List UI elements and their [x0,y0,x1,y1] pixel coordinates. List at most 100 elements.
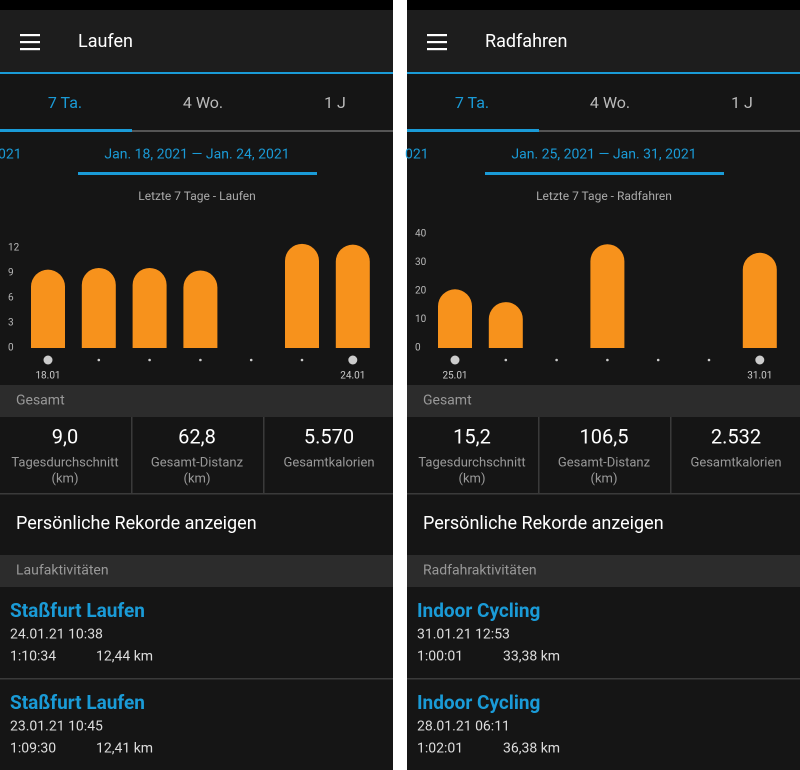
bar [590,244,625,348]
accent-line [0,72,393,74]
tab-divider [407,130,800,132]
tab[interactable]: 4 Wo. [183,93,223,112]
day-dot [504,358,508,362]
tab[interactable]: 1 J [731,93,753,112]
date-underline [78,172,317,175]
stat-value: 106,5 [580,424,629,448]
y-tick-label: 40 [415,229,427,240]
menu-icon-line[interactable] [427,48,447,51]
y-tick-label: 6 [8,293,14,304]
bar [335,244,370,348]
tab[interactable]: 7 Ta. [455,93,489,112]
day-dot [707,358,711,362]
activity-datetime: 24.01.21 10:38 [10,627,103,643]
bar [81,268,116,348]
day-dot [656,358,660,362]
y-tick-label: 3 [8,318,14,329]
activity-name[interactable]: Indoor Cycling [417,691,540,714]
day-dot [555,358,558,362]
day-dot [97,358,101,362]
tab[interactable]: 7 Ta. [48,93,82,112]
screen: Radfahren 7 Ta. 4 Wo. 1 J 021 Jan. 25, 2021 —… [405,0,800,770]
activity-datetime: 28.01.21 06:11 [417,719,510,735]
x-tick-label: 24.01 [340,371,365,382]
bar [183,270,218,348]
stat-divider [538,417,540,493]
activity-datetime: 31.01.21 12:53 [417,627,510,643]
stat-value: 15,2 [453,424,491,448]
date-underline [485,172,724,175]
day-dot [450,355,460,365]
section-band [407,385,800,417]
y-tick-label: 20 [415,286,427,297]
stat-label: Gesamt-Distanz [151,455,244,470]
tab-indicator [407,129,539,132]
stat-divider [263,417,265,493]
prev-date[interactable]: 021 [0,147,22,163]
activity-name[interactable]: Staßfurt Laufen [10,599,145,622]
activity-name[interactable]: Indoor Cycling [417,599,540,622]
activity-distance: 12,41 km [96,741,153,757]
date-range[interactable]: Jan. 25, 2021 — Jan. 31, 2021 [511,147,696,163]
bar [285,243,319,348]
menu-icon-line[interactable] [20,41,40,44]
y-tick-label: 0 [8,343,14,354]
section-title: Gesamt [423,393,472,409]
tab[interactable]: 4 Wo. [590,93,630,112]
section-band [407,555,800,587]
day-dot [755,355,765,365]
stat-value: 5.570 [304,424,354,448]
day-dot [148,358,151,362]
day-dot [606,358,609,362]
records-link[interactable]: Persönliche Rekorde anzeigen [16,513,257,534]
menu-icon-line[interactable] [20,34,40,37]
stat-value: 2.532 [711,424,761,448]
activity-distance: 36,38 km [503,741,560,757]
accent-line [407,72,800,74]
menu-icon-line[interactable] [20,48,40,51]
divider [0,678,393,680]
stat-label: Tagesdurchschnitt [11,455,118,470]
menu-icon-line[interactable] [427,34,447,37]
bar [31,269,65,348]
y-tick-label: 30 [415,257,427,268]
x-tick-label: 31.01 [747,371,772,382]
date-range[interactable]: Jan. 18, 2021 — Jan. 24, 2021 [104,147,289,163]
app-title: Radfahren [485,31,567,52]
stat-unit: (km) [184,471,211,486]
divider [407,493,800,495]
activity-duration: 1:00:01 [417,649,463,665]
activity-name[interactable]: Staßfurt Laufen [10,691,145,714]
x-tick-label: 18.01 [35,371,60,382]
activity-duration: 1:10:34 [10,649,56,665]
activity-datetime: 23.01.21 10:45 [10,719,103,735]
stat-label: Gesamtkalorien [690,455,781,470]
day-dot [348,355,358,365]
app-bar [407,10,800,72]
chart-title: Letzte 7 Tage - Radfahren [536,189,672,203]
divider [407,678,800,680]
section-title: Gesamt [16,393,65,409]
section-title: Radfahraktivitäten [423,563,537,579]
tab-divider [0,130,393,132]
divider [0,493,393,495]
tab-indicator [0,129,132,132]
tab[interactable]: 1 J [324,93,346,112]
y-tick-label: 9 [8,268,14,279]
app-title: Laufen [78,31,133,52]
stat-unit: (km) [591,471,618,486]
stat-unit: (km) [459,471,486,486]
day-dot [43,355,53,365]
menu-icon-line[interactable] [427,41,447,44]
bar [742,252,777,348]
prev-date[interactable]: 021 [405,147,429,163]
section-title: Laufaktivitäten [16,563,109,579]
stat-divider [131,417,133,493]
status-bar [407,0,800,10]
activity-distance: 33,38 km [503,649,560,665]
activity-duration: 1:09:30 [10,741,56,757]
activity-distance: 12,44 km [96,649,153,665]
records-link[interactable]: Persönliche Rekorde anzeigen [423,513,664,534]
chart-title: Letzte 7 Tage - Laufen [138,189,255,203]
y-tick-label: 12 [8,243,20,254]
